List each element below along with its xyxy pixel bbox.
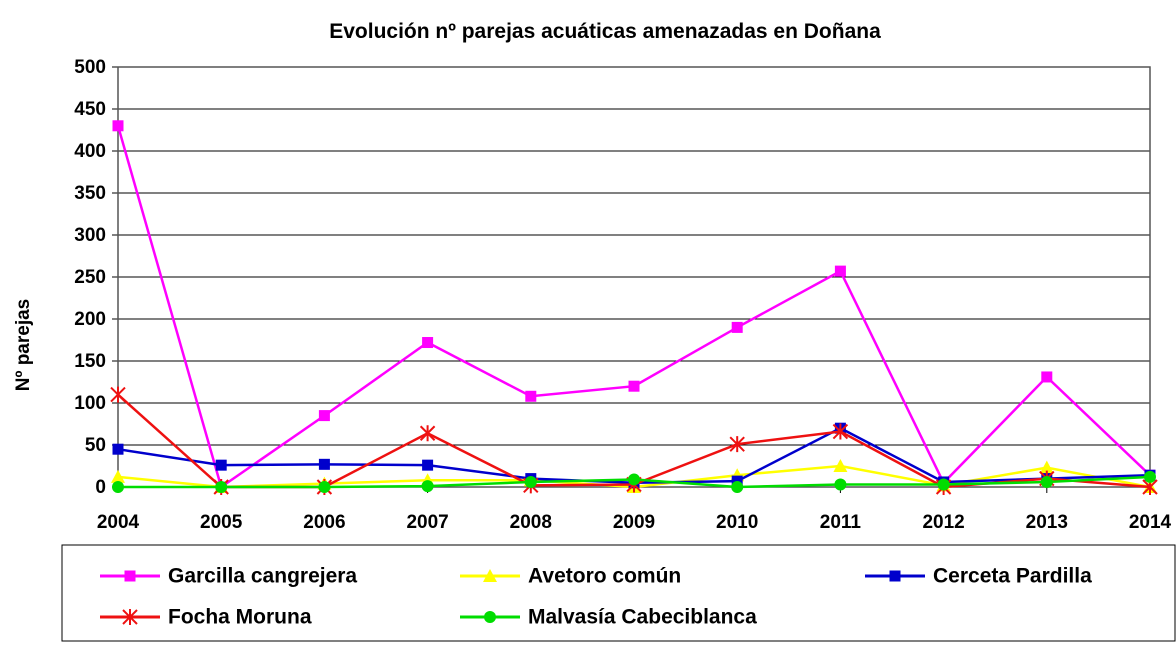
x-tick-label: 2013 bbox=[1026, 512, 1068, 533]
point bbox=[112, 120, 124, 132]
point bbox=[832, 423, 849, 440]
point bbox=[628, 380, 640, 392]
point bbox=[419, 425, 436, 442]
y-tick-label: 450 bbox=[74, 99, 106, 120]
point bbox=[1144, 470, 1156, 483]
point bbox=[422, 337, 434, 349]
legend-marker bbox=[889, 570, 901, 582]
point bbox=[1041, 371, 1053, 383]
point bbox=[318, 458, 330, 470]
x-tick-label: 2005 bbox=[200, 512, 243, 533]
point bbox=[731, 321, 743, 333]
legend-marker bbox=[124, 570, 136, 582]
point bbox=[834, 265, 846, 277]
point bbox=[731, 481, 744, 493]
y-tick-label: 50 bbox=[85, 435, 106, 456]
x-tick-label: 2012 bbox=[922, 512, 964, 533]
x-tick-label: 2006 bbox=[303, 512, 345, 533]
y-tick-label: 200 bbox=[74, 309, 106, 330]
y-tick-label: 300 bbox=[74, 225, 106, 246]
legend-marker bbox=[483, 569, 497, 582]
point bbox=[1039, 460, 1054, 474]
y-tick-label: 250 bbox=[74, 267, 106, 288]
x-tick-label: 2004 bbox=[97, 512, 140, 533]
x-tick-label: 2014 bbox=[1129, 512, 1172, 533]
y-axis-label: Nº parejas bbox=[13, 299, 34, 392]
point bbox=[422, 459, 434, 471]
point bbox=[937, 478, 950, 491]
y-tick-label: 100 bbox=[74, 393, 106, 414]
point bbox=[628, 473, 640, 486]
legend-label: Malvasía Cabeciblanca bbox=[528, 606, 757, 629]
point bbox=[318, 410, 330, 422]
x-tick-label: 2007 bbox=[406, 512, 448, 533]
point bbox=[112, 443, 124, 455]
point bbox=[215, 481, 228, 493]
point bbox=[318, 481, 331, 493]
point bbox=[524, 475, 537, 488]
legend-box bbox=[61, 544, 1176, 642]
y-tick-label: 150 bbox=[74, 351, 106, 372]
series-line bbox=[117, 393, 1151, 489]
point bbox=[834, 478, 847, 491]
legend-label: Garcilla cangrejera bbox=[168, 565, 357, 588]
chart-title: Evolución nº parejas acuáticas amenazada… bbox=[329, 20, 881, 43]
point bbox=[1040, 475, 1053, 488]
y-tick-label: 350 bbox=[74, 183, 106, 204]
point bbox=[215, 459, 227, 471]
y-tick-label: 0 bbox=[95, 477, 106, 498]
legend-label: Cerceta Pardilla bbox=[933, 565, 1092, 588]
x-tick-label: 2010 bbox=[716, 512, 758, 533]
x-tick-label: 2009 bbox=[613, 512, 655, 533]
legend-marker bbox=[122, 609, 138, 625]
point bbox=[112, 481, 124, 493]
point bbox=[111, 469, 125, 483]
y-tick-label: 500 bbox=[74, 57, 106, 78]
legend-marker bbox=[484, 611, 496, 623]
point bbox=[525, 390, 537, 402]
y-tick-label: 400 bbox=[74, 141, 106, 162]
x-tick-label: 2011 bbox=[820, 512, 862, 533]
point bbox=[729, 436, 745, 453]
x-tick-label: 2008 bbox=[510, 512, 552, 533]
series-line bbox=[116, 125, 1151, 490]
point bbox=[110, 386, 126, 403]
point bbox=[421, 480, 434, 493]
point bbox=[833, 459, 848, 472]
legend-label: Focha Moruna bbox=[168, 606, 312, 629]
legend-label: Avetoro común bbox=[528, 565, 681, 588]
